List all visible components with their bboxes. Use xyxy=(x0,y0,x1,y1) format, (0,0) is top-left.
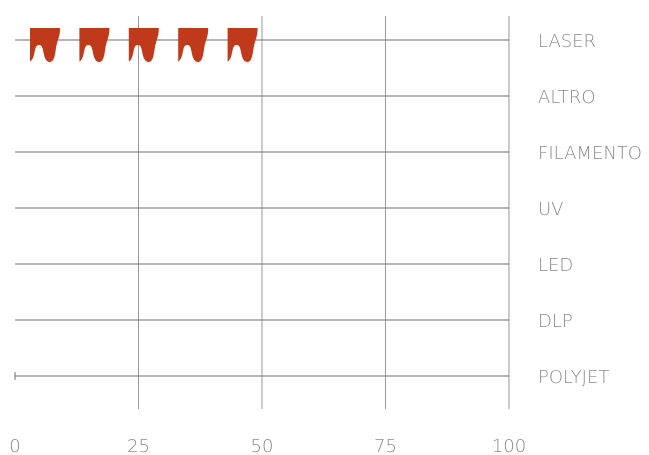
bars xyxy=(18,28,258,342)
tooth-icon xyxy=(18,295,60,342)
tooth-icon xyxy=(18,183,60,230)
bar-dlp xyxy=(18,295,60,342)
tooth-icon xyxy=(117,71,159,118)
category-label-laser: LASER xyxy=(538,31,596,52)
bar-laser xyxy=(30,28,258,62)
tooth-icon xyxy=(18,127,60,174)
x-tick-label-75: 75 xyxy=(374,436,397,455)
category-label-dlp: DLP xyxy=(538,311,573,332)
gridlines xyxy=(14,16,510,409)
tooth-icon xyxy=(18,71,60,118)
tooth-icon xyxy=(227,28,258,62)
x-tick-label-100: 100 xyxy=(492,436,526,455)
bar-filamento xyxy=(18,127,60,174)
x-tick-label-25: 25 xyxy=(127,436,150,455)
tooth-icon xyxy=(128,28,159,62)
tooth-icon xyxy=(79,28,110,62)
category-label-altro: ALTRO xyxy=(538,87,596,108)
category-label-polyjet: POLYJET xyxy=(538,367,609,388)
tooth-icon xyxy=(30,28,60,62)
bar-uv xyxy=(18,183,60,230)
x-tick-label-50: 50 xyxy=(251,436,274,455)
bar-led xyxy=(18,239,60,286)
x-axis-tick-labels: 0 25 50 75 100 xyxy=(9,436,526,455)
category-label-uv: UV xyxy=(538,199,564,220)
x-tick-label-0: 0 xyxy=(9,436,20,455)
bar-altro xyxy=(18,71,159,118)
tooth-icon xyxy=(178,28,209,62)
category-labels: LASER ALTRO FILAMENTO UV LED DLP POLYJET xyxy=(538,31,642,388)
category-label-filamento: FILAMENTO xyxy=(538,143,642,164)
tooth-icon xyxy=(67,71,109,118)
category-label-led: LED xyxy=(538,255,573,276)
tooth-icon xyxy=(18,239,60,286)
